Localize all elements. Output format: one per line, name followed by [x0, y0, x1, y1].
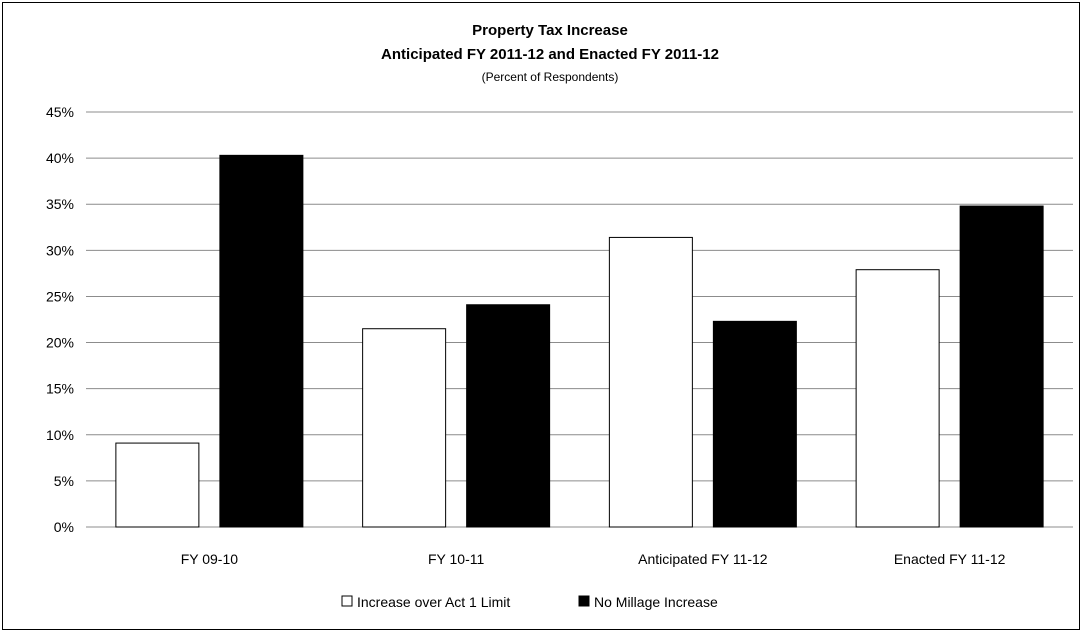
legend-swatch	[578, 595, 590, 607]
x-category-label: Enacted FY 11-12	[894, 551, 1006, 567]
y-tick-label: 5%	[54, 473, 74, 489]
bar-no-millage-increase	[219, 154, 304, 528]
y-tick-label: 30%	[46, 242, 74, 258]
bar-increase-over-act1	[115, 442, 200, 528]
bar-increase-over-act1	[855, 269, 940, 528]
y-tick-label: 10%	[46, 427, 74, 443]
y-tick-label: 20%	[46, 335, 74, 351]
y-tick-label: 25%	[46, 288, 74, 304]
y-tick-label: 0%	[54, 519, 74, 535]
bar-increase-over-act1	[608, 236, 693, 528]
bar-no-millage-increase	[959, 205, 1044, 528]
x-category-label: FY 09-10	[181, 551, 239, 567]
y-tick-label: 40%	[46, 150, 74, 166]
chart-subtitle-2: (Percent of Respondents)	[482, 70, 619, 84]
y-axis: 0% 5% 10% 15% 20% 25% 30% 35% 40% 45%	[46, 104, 74, 535]
bar-increase-over-act1	[362, 328, 447, 528]
bar-no-millage-increase	[466, 304, 551, 528]
legend: Increase over Act 1 Limit No Millage Incr…	[341, 594, 718, 610]
legend-label: Increase over Act 1 Limit	[357, 594, 510, 610]
y-tick-label: 35%	[46, 196, 74, 212]
legend-swatch	[341, 595, 353, 607]
bar-chart: Property Tax Increase Anticipated FY 201…	[46, 22, 1073, 610]
chart-title: Property Tax Increase	[472, 22, 628, 39]
legend-label: No Millage Increase	[594, 594, 718, 610]
x-axis: FY 09-10 FY 10-11 Anticipated FY 11-12 Enac…	[181, 551, 1006, 567]
bar-no-millage-increase	[712, 320, 797, 528]
chart-subtitle: Anticipated FY 2011-12 and Enacted FY 20…	[381, 46, 719, 63]
y-tick-label: 15%	[46, 381, 74, 397]
x-category-label: Anticipated FY 11-12	[638, 551, 768, 567]
x-category-label: FY 10-11	[428, 551, 485, 567]
y-tick-label: 45%	[46, 104, 74, 120]
bars	[115, 154, 1044, 528]
